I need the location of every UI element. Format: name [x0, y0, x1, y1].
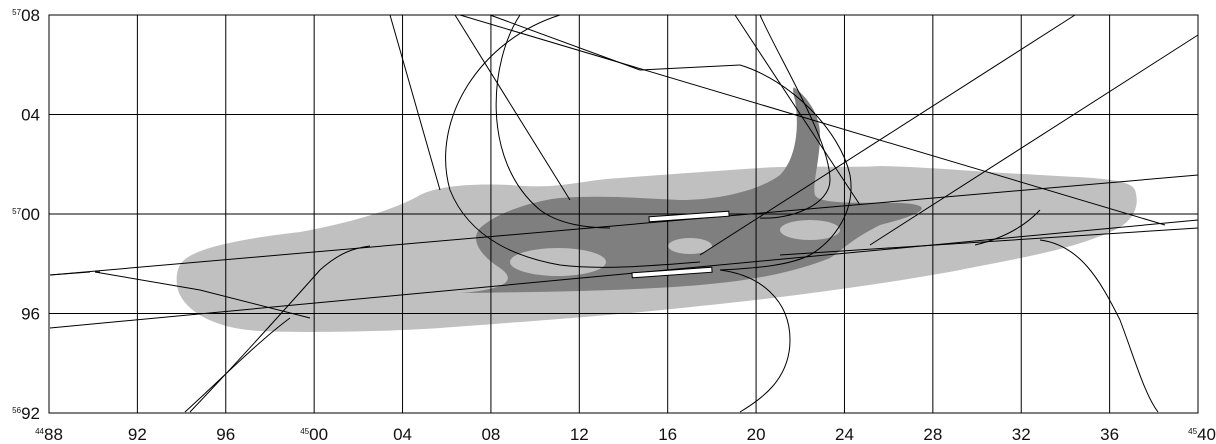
- x-tick-label: 04: [393, 425, 412, 444]
- track-line: [49, 271, 91, 276]
- track-line: [49, 174, 1199, 276]
- y-tick-label: 04: [21, 106, 40, 125]
- y-axis-labels: 5708 04 5700 96 5692: [12, 6, 40, 423]
- x-tick-label: 4488: [35, 425, 63, 444]
- x-tick-label: 08: [481, 425, 500, 444]
- map-frame: [48, 14, 1199, 414]
- x-tick-label: 20: [747, 425, 766, 444]
- y-tick-label: 5708: [12, 6, 40, 25]
- track-loop: [759, 14, 831, 219]
- x-tick-label: 16: [658, 425, 677, 444]
- runway-south: [631, 266, 713, 279]
- x-tick-label: 24: [835, 425, 854, 444]
- contour-hole-right: [780, 220, 840, 240]
- track-curve: [1039, 239, 1159, 413]
- track-curve: [719, 269, 791, 413]
- y-tick-label: 5700: [12, 205, 40, 224]
- y-tick-label: 96: [21, 305, 40, 324]
- track-curve: [184, 317, 291, 413]
- track-line: [94, 271, 311, 319]
- x-tick-label: 4540: [1188, 425, 1216, 444]
- track-line: [869, 34, 1199, 246]
- contour-hole-left: [510, 248, 606, 276]
- x-tick-label: 36: [1100, 425, 1119, 444]
- x-tick-label: 4500: [300, 425, 328, 444]
- x-tick-label: 12: [570, 425, 589, 444]
- track-line: [489, 14, 641, 71]
- track-loop: [719, 64, 852, 271]
- track-line: [454, 14, 571, 201]
- coordinate-grid: [48, 14, 1199, 414]
- track-line: [639, 64, 741, 71]
- x-tick-label: 32: [1012, 425, 1031, 444]
- contour-hole-center: [668, 238, 712, 254]
- x-tick-label: 92: [128, 425, 147, 444]
- track-line: [699, 14, 1076, 256]
- track-curve: [189, 245, 371, 413]
- track-curve: [974, 209, 1041, 246]
- inner-noise-contour: [460, 87, 922, 293]
- x-axis-labels: 4488 92 96 4500 04 08 12 16 20 24 28 32 36 4540: [35, 425, 1216, 444]
- x-tick-label: 28: [923, 425, 942, 444]
- track-line: [389, 14, 441, 191]
- track-line: [49, 219, 1199, 329]
- y-tick-label: 5692: [12, 404, 40, 423]
- track-loop: [495, 14, 611, 229]
- track-line: [734, 14, 861, 206]
- runway-north: [648, 210, 730, 223]
- flight-tracks: [49, 14, 1199, 413]
- x-tick-label: 96: [216, 425, 235, 444]
- track-loop: [445, 14, 701, 268]
